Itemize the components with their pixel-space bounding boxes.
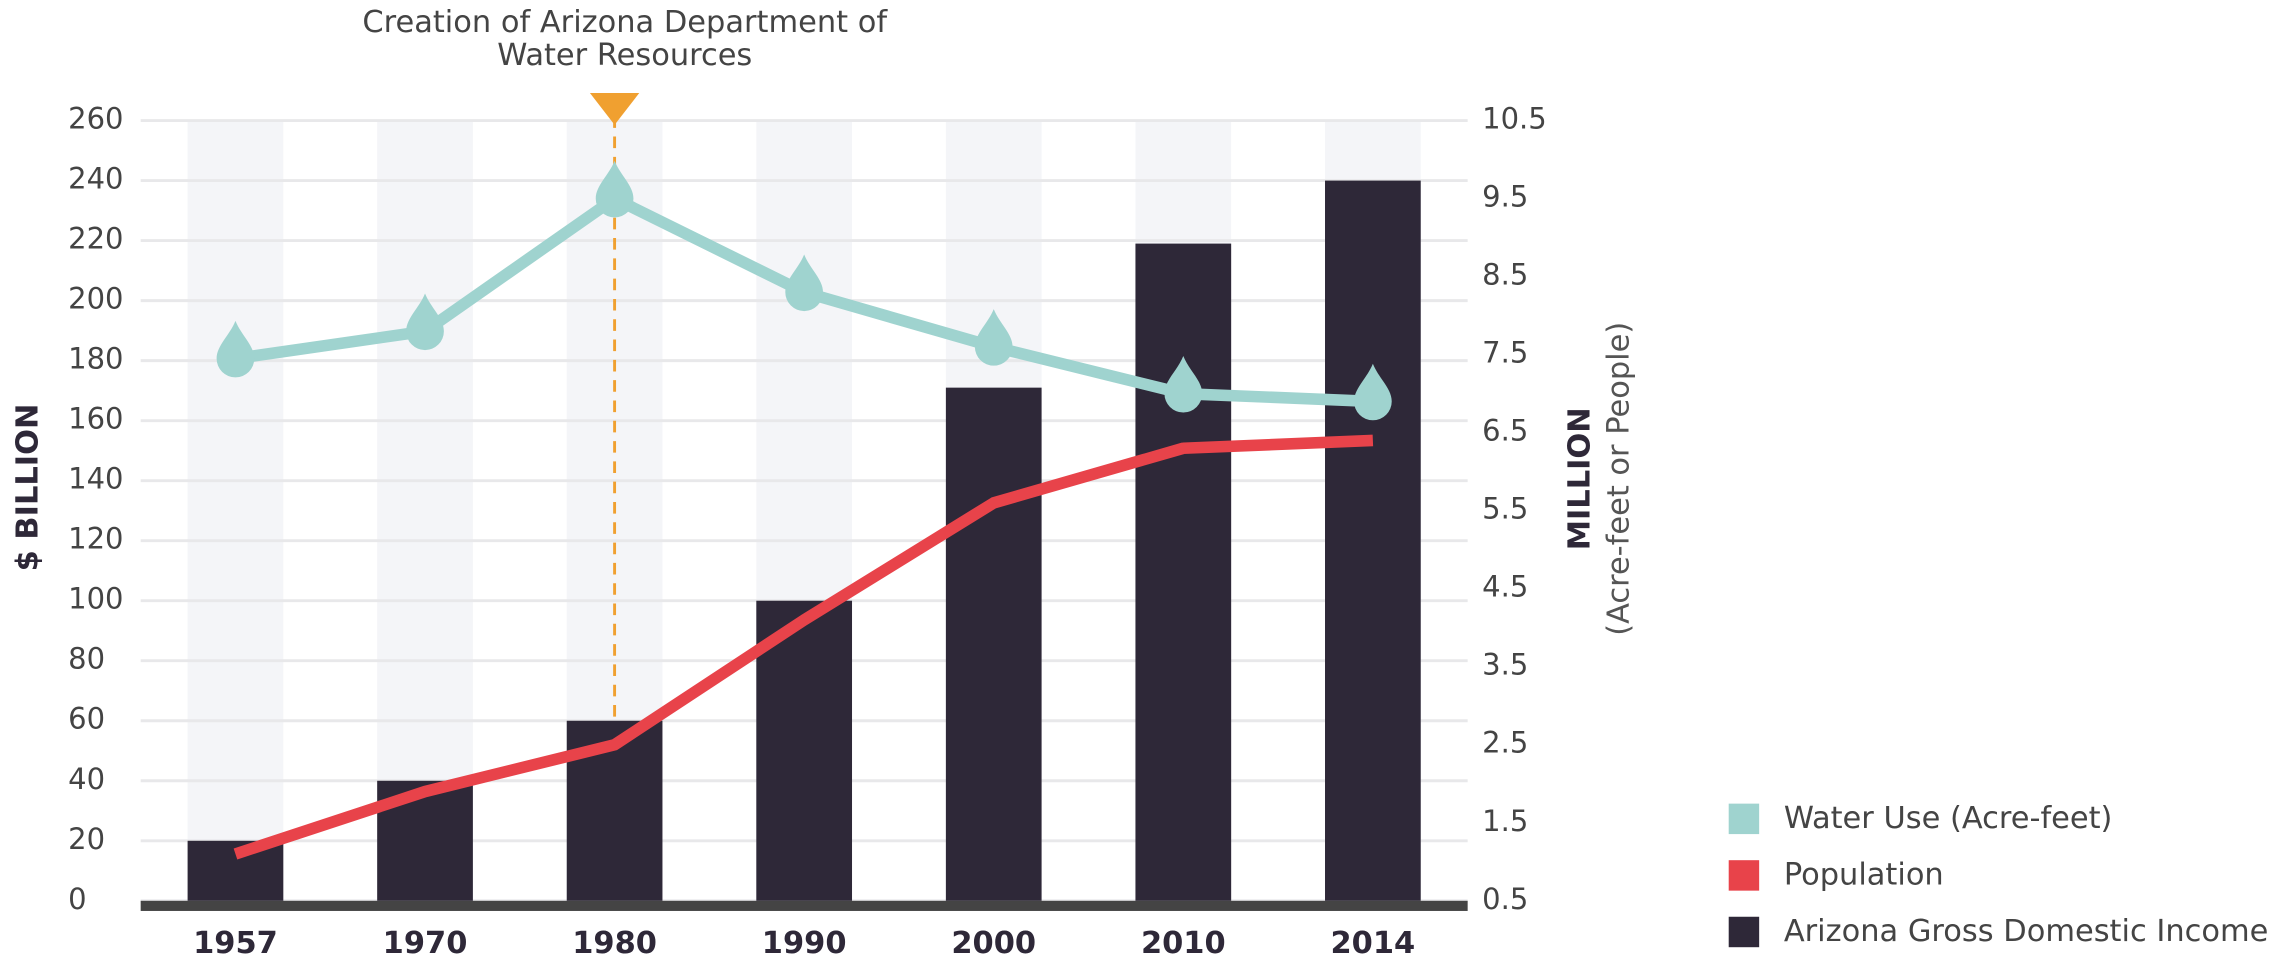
y2-tick-label: 10.5 bbox=[1482, 102, 1547, 136]
y-axis-label: $ BILLION bbox=[11, 404, 46, 572]
water-drop-marker bbox=[1164, 355, 1203, 413]
y-tick-label: 80 bbox=[68, 642, 105, 676]
x-tick-label: 2000 bbox=[951, 926, 1036, 959]
y2-tick-label: 9.5 bbox=[1482, 180, 1528, 214]
y2-tick-label: 5.5 bbox=[1482, 492, 1528, 526]
x-tick-label: 2014 bbox=[1331, 926, 1416, 959]
y-tick-label: 20 bbox=[68, 822, 105, 856]
bar bbox=[945, 387, 1042, 901]
x-tick-label: 1990 bbox=[762, 926, 847, 959]
legend-label: Population bbox=[1784, 858, 1944, 893]
bar bbox=[1325, 180, 1421, 901]
y-tick-label: 100 bbox=[68, 582, 123, 616]
x-tick-label: 1980 bbox=[572, 926, 657, 959]
legend-label: Arizona Gross Domestic Income bbox=[1784, 914, 2269, 949]
x-tick-label: 2010 bbox=[1141, 926, 1226, 959]
legend-swatch bbox=[1728, 803, 1760, 835]
water-drop-marker bbox=[216, 320, 255, 378]
column-background bbox=[377, 120, 473, 901]
y2-tick-label: 0.5 bbox=[1482, 882, 1528, 916]
annotation-marker bbox=[589, 93, 640, 125]
x-tick-label: 1957 bbox=[193, 926, 278, 959]
y2-tick-label: 8.5 bbox=[1482, 258, 1528, 292]
bar bbox=[756, 600, 853, 901]
water-drop-marker bbox=[974, 309, 1013, 366]
y2-tick-label: 1.5 bbox=[1482, 804, 1528, 838]
y-tick-label: 120 bbox=[68, 522, 123, 556]
line bbox=[233, 434, 1374, 860]
y-tick-label: 140 bbox=[68, 462, 123, 496]
y2-tick-label: 6.5 bbox=[1482, 414, 1528, 448]
y2-axis-label: MILLION bbox=[1562, 407, 1597, 550]
y-tick-label: 60 bbox=[68, 702, 105, 736]
y-tick-label: 160 bbox=[68, 402, 123, 436]
legend-swatch bbox=[1728, 916, 1760, 948]
y2-axis-sublabel: (Acre-feet or People) bbox=[1601, 322, 1636, 636]
legend-swatch bbox=[1728, 860, 1760, 891]
y-tick-label: 0 bbox=[68, 882, 86, 916]
y-tick-label: 180 bbox=[68, 342, 123, 376]
legend-label: Water Use (Acre-feet) bbox=[1784, 801, 2113, 836]
y-tick-label: 220 bbox=[68, 222, 123, 256]
y2-tick-label: 3.5 bbox=[1482, 648, 1528, 682]
water-drop-marker bbox=[406, 293, 444, 351]
column-background bbox=[187, 120, 284, 901]
bar bbox=[1135, 243, 1232, 901]
water-drop-marker bbox=[1354, 363, 1392, 421]
y2-tick-label: 2.5 bbox=[1482, 726, 1528, 760]
water-drop-marker bbox=[785, 254, 824, 312]
y-tick-label: 40 bbox=[68, 762, 105, 796]
y-tick-label: 260 bbox=[68, 102, 123, 136]
y2-tick-label: 4.5 bbox=[1482, 570, 1528, 604]
annotation-text: Water Resources bbox=[497, 38, 752, 73]
water-drop-marker bbox=[595, 160, 634, 218]
x-axis-line bbox=[140, 900, 1468, 911]
y-tick-label: 200 bbox=[68, 282, 123, 316]
y2-tick-label: 7.5 bbox=[1482, 336, 1528, 370]
annotation-text: Creation of Arizona Department of bbox=[362, 5, 888, 40]
y-tick-label: 240 bbox=[68, 162, 123, 196]
x-tick-label: 1970 bbox=[383, 926, 468, 959]
